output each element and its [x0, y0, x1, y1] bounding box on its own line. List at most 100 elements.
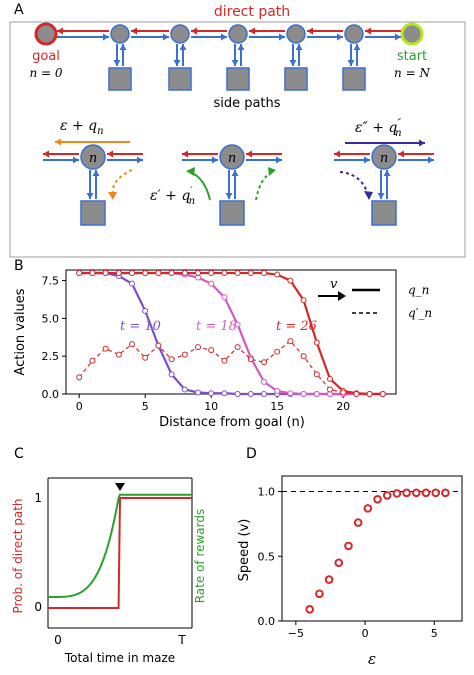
b-ytick-label: 0.0: [42, 388, 60, 401]
sp-node: [219, 144, 245, 170]
b-ytick-label: 5.0: [42, 312, 60, 325]
orange-path-arrow-head: [55, 138, 61, 146]
b-point: [168, 371, 175, 378]
panel-c-marker: [115, 483, 125, 491]
navy-path-arrow-head: [419, 139, 425, 147]
side-arrow-up-head: [353, 44, 361, 50]
b-point: [274, 271, 281, 278]
d-point: [373, 495, 382, 504]
b-point: [366, 391, 373, 397]
direct-arrow-right-head: [221, 33, 227, 41]
d-point: [412, 488, 421, 498]
side-arrow-up-head: [179, 44, 187, 50]
d-point: [421, 488, 431, 498]
d-xtick-label: 5: [431, 627, 438, 640]
direct-arrow-right-head: [279, 33, 285, 41]
direct-arrow-right-head: [337, 33, 343, 41]
chain-node: [344, 24, 364, 44]
b-point: [313, 339, 320, 346]
expr-left: ε + qn: [60, 118, 104, 137]
t10-label: t = 10: [120, 319, 161, 334]
v-arrow-head: [338, 291, 346, 301]
n-N-label: n = N: [394, 66, 430, 80]
sp-node: [371, 144, 397, 170]
b-point: [340, 389, 347, 396]
d-point: [344, 541, 353, 551]
b-point: [234, 321, 241, 328]
b-point: [76, 374, 83, 381]
direct-arrow-left-head: [57, 27, 63, 35]
b-ytick-label: 2.5: [42, 350, 60, 363]
panel-b: B 0 5 10 15 20 0.0 2.5 5.0 7.5 Action values Dis…: [13, 258, 432, 430]
sp-left-red-head: [43, 150, 49, 158]
panel-c-xtick-0: 0: [54, 633, 62, 647]
direct-arrow-left-head: [131, 27, 137, 35]
direct-arrow-left-head: [191, 27, 197, 35]
b-point: [313, 391, 320, 397]
b-xtick-label: 5: [142, 400, 149, 413]
b-point: [89, 357, 96, 364]
b-point: [247, 356, 254, 363]
sp-down-head: [225, 193, 233, 199]
direct-arrow-left-head: [307, 27, 313, 35]
side-arrow-up-head: [237, 44, 245, 50]
b-point: [181, 270, 188, 277]
side-box: [168, 67, 192, 91]
sp-down-head: [86, 193, 94, 199]
expr-right: ε″ + q″ n: [355, 118, 402, 139]
goal-label: goal: [32, 49, 60, 64]
b-point: [168, 270, 175, 277]
sp-up-head: [231, 170, 239, 176]
d-point: [402, 488, 411, 498]
d-xtick-label: 0: [362, 627, 369, 640]
navy-dotted-arrow: [339, 171, 369, 196]
legend-qn-prime: q′_n: [408, 306, 432, 320]
chain-node: [228, 24, 248, 44]
direct-arrow-right-head: [395, 33, 401, 41]
direct-path-chain: [34, 22, 424, 91]
b-point: [327, 375, 333, 382]
sp-node-letter: n: [380, 151, 388, 166]
chain-node: [110, 24, 130, 44]
chain-node: [286, 24, 306, 44]
b-point: [353, 391, 360, 397]
b-point: [261, 391, 267, 397]
side-arrow-down-head: [289, 60, 297, 66]
panel-d-xlabel: ε: [368, 650, 376, 668]
b-point: [129, 341, 135, 348]
panel-b-ticks: 0 5 10 15 20 0.0 2.5 5.0 7.5: [42, 275, 351, 413]
panel-b-label: B: [14, 258, 24, 274]
b-point: [300, 353, 307, 360]
sp-box: [219, 200, 245, 226]
panel-c-ylabel-left: Prob. of direct path: [11, 498, 25, 613]
b-point: [274, 387, 281, 394]
b-point: [168, 356, 175, 363]
panel-d-ticks: −5 0 5 0.0 0.5 1.0: [258, 486, 438, 640]
sp-left-red-head: [182, 150, 188, 158]
b-point: [300, 297, 307, 304]
b-point: [142, 307, 149, 314]
b-point: [287, 390, 294, 397]
b-point: [261, 378, 267, 385]
d-point: [382, 491, 392, 500]
b-ytick-label: 7.5: [42, 275, 60, 288]
b-point: [300, 391, 307, 397]
b-point: [115, 270, 122, 277]
b-point: [208, 390, 215, 397]
sp-node: [80, 144, 106, 170]
sp-node-letter: n: [228, 151, 236, 166]
b-point: [221, 294, 228, 301]
b-point: [313, 371, 320, 378]
side-arrow-down-head: [173, 60, 181, 66]
b-point: [261, 359, 267, 366]
side-arrow-up-head: [119, 44, 127, 50]
navy-dotted-head: [364, 191, 373, 200]
direct-arrow-right-head: [103, 33, 109, 41]
side-arrow-down-head: [113, 60, 121, 66]
panel-c-ylabel-right: Rate of rewards: [193, 509, 207, 604]
d-xtick-label: −5: [288, 627, 304, 640]
b-point: [274, 348, 281, 355]
b-point: [129, 280, 135, 287]
d-point: [441, 488, 450, 498]
